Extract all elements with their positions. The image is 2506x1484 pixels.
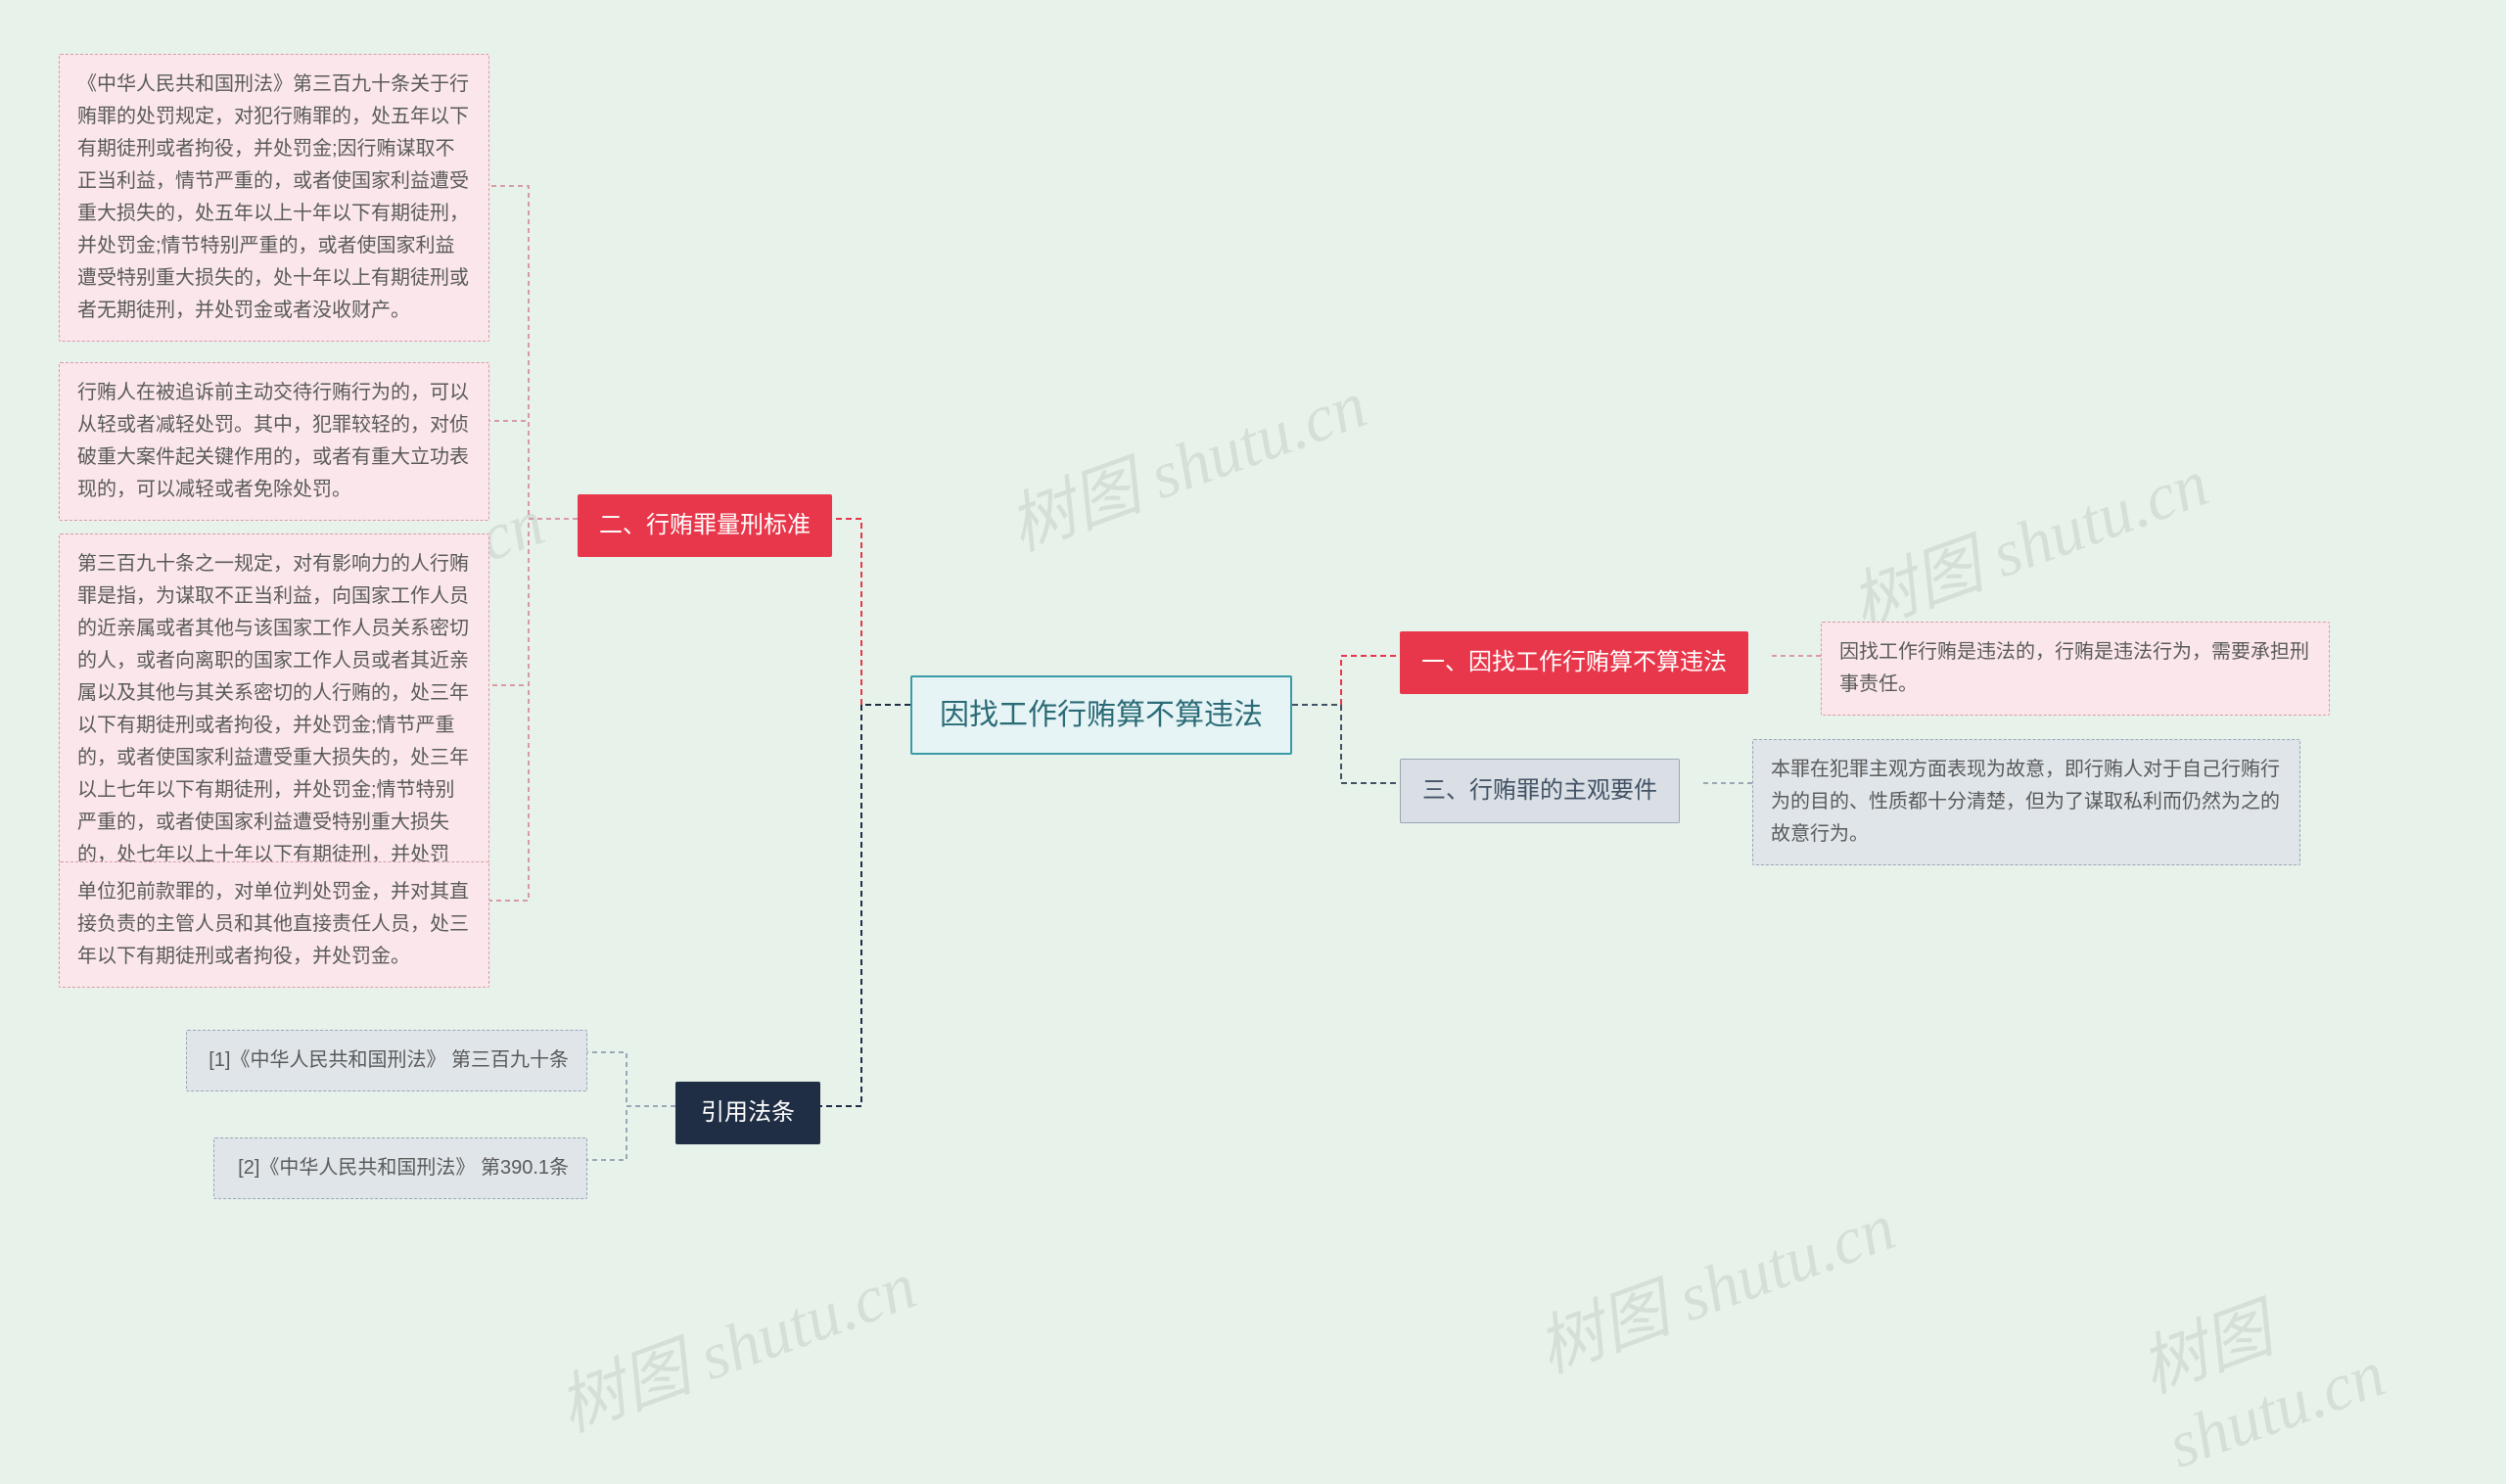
center-node[interactable]: 因找工作行贿算不算违法 (910, 675, 1292, 755)
branch-3-leaf: 本罪在犯罪主观方面表现为故意，即行贿人对于自己行贿行为的目的、性质都十分清楚，但… (1752, 739, 2300, 865)
branch-2-leaf-2: 行贿人在被追诉前主动交待行贿行为的，可以从轻或者减轻处罚。其中，犯罪较轻的，对侦… (59, 362, 489, 521)
branch-2-leaf-1: 《中华人民共和国刑法》第三百九十条关于行贿罪的处罚规定，对犯行贿罪的，处五年以下… (59, 54, 489, 342)
watermark: 树图 shutu.cn (1522, 1173, 1906, 1392)
branch-2[interactable]: 二、行贿罪量刑标准 (578, 494, 832, 557)
watermark: 树图 shutu.cn (1835, 429, 2219, 648)
branch-4-leaf-1: [1]《中华人民共和国刑法》 第三百九十条 (186, 1030, 587, 1091)
watermark: 树图 shutu.cn (543, 1231, 927, 1451)
branch-2-leaf-4: 单位犯前款罪的，对单位判处罚金，并对其直接负责的主管人员和其他直接责任人员，处三… (59, 861, 489, 988)
branch-1-leaf: 因找工作行贿是违法的，行贿是违法行为，需要承担刑事责任。 (1821, 622, 2330, 716)
watermark: 树图 shutu.cn (2125, 1196, 2506, 1484)
branch-4-leaf-2: [2]《中华人民共和国刑法》 第390.1条 (213, 1137, 587, 1199)
branch-4[interactable]: 引用法条 (675, 1082, 820, 1144)
branch-1[interactable]: 一、因找工作行贿算不算违法 (1400, 631, 1748, 694)
watermark: 树图 shutu.cn (994, 350, 1377, 570)
branch-3[interactable]: 三、行贿罪的主观要件 (1400, 759, 1680, 823)
